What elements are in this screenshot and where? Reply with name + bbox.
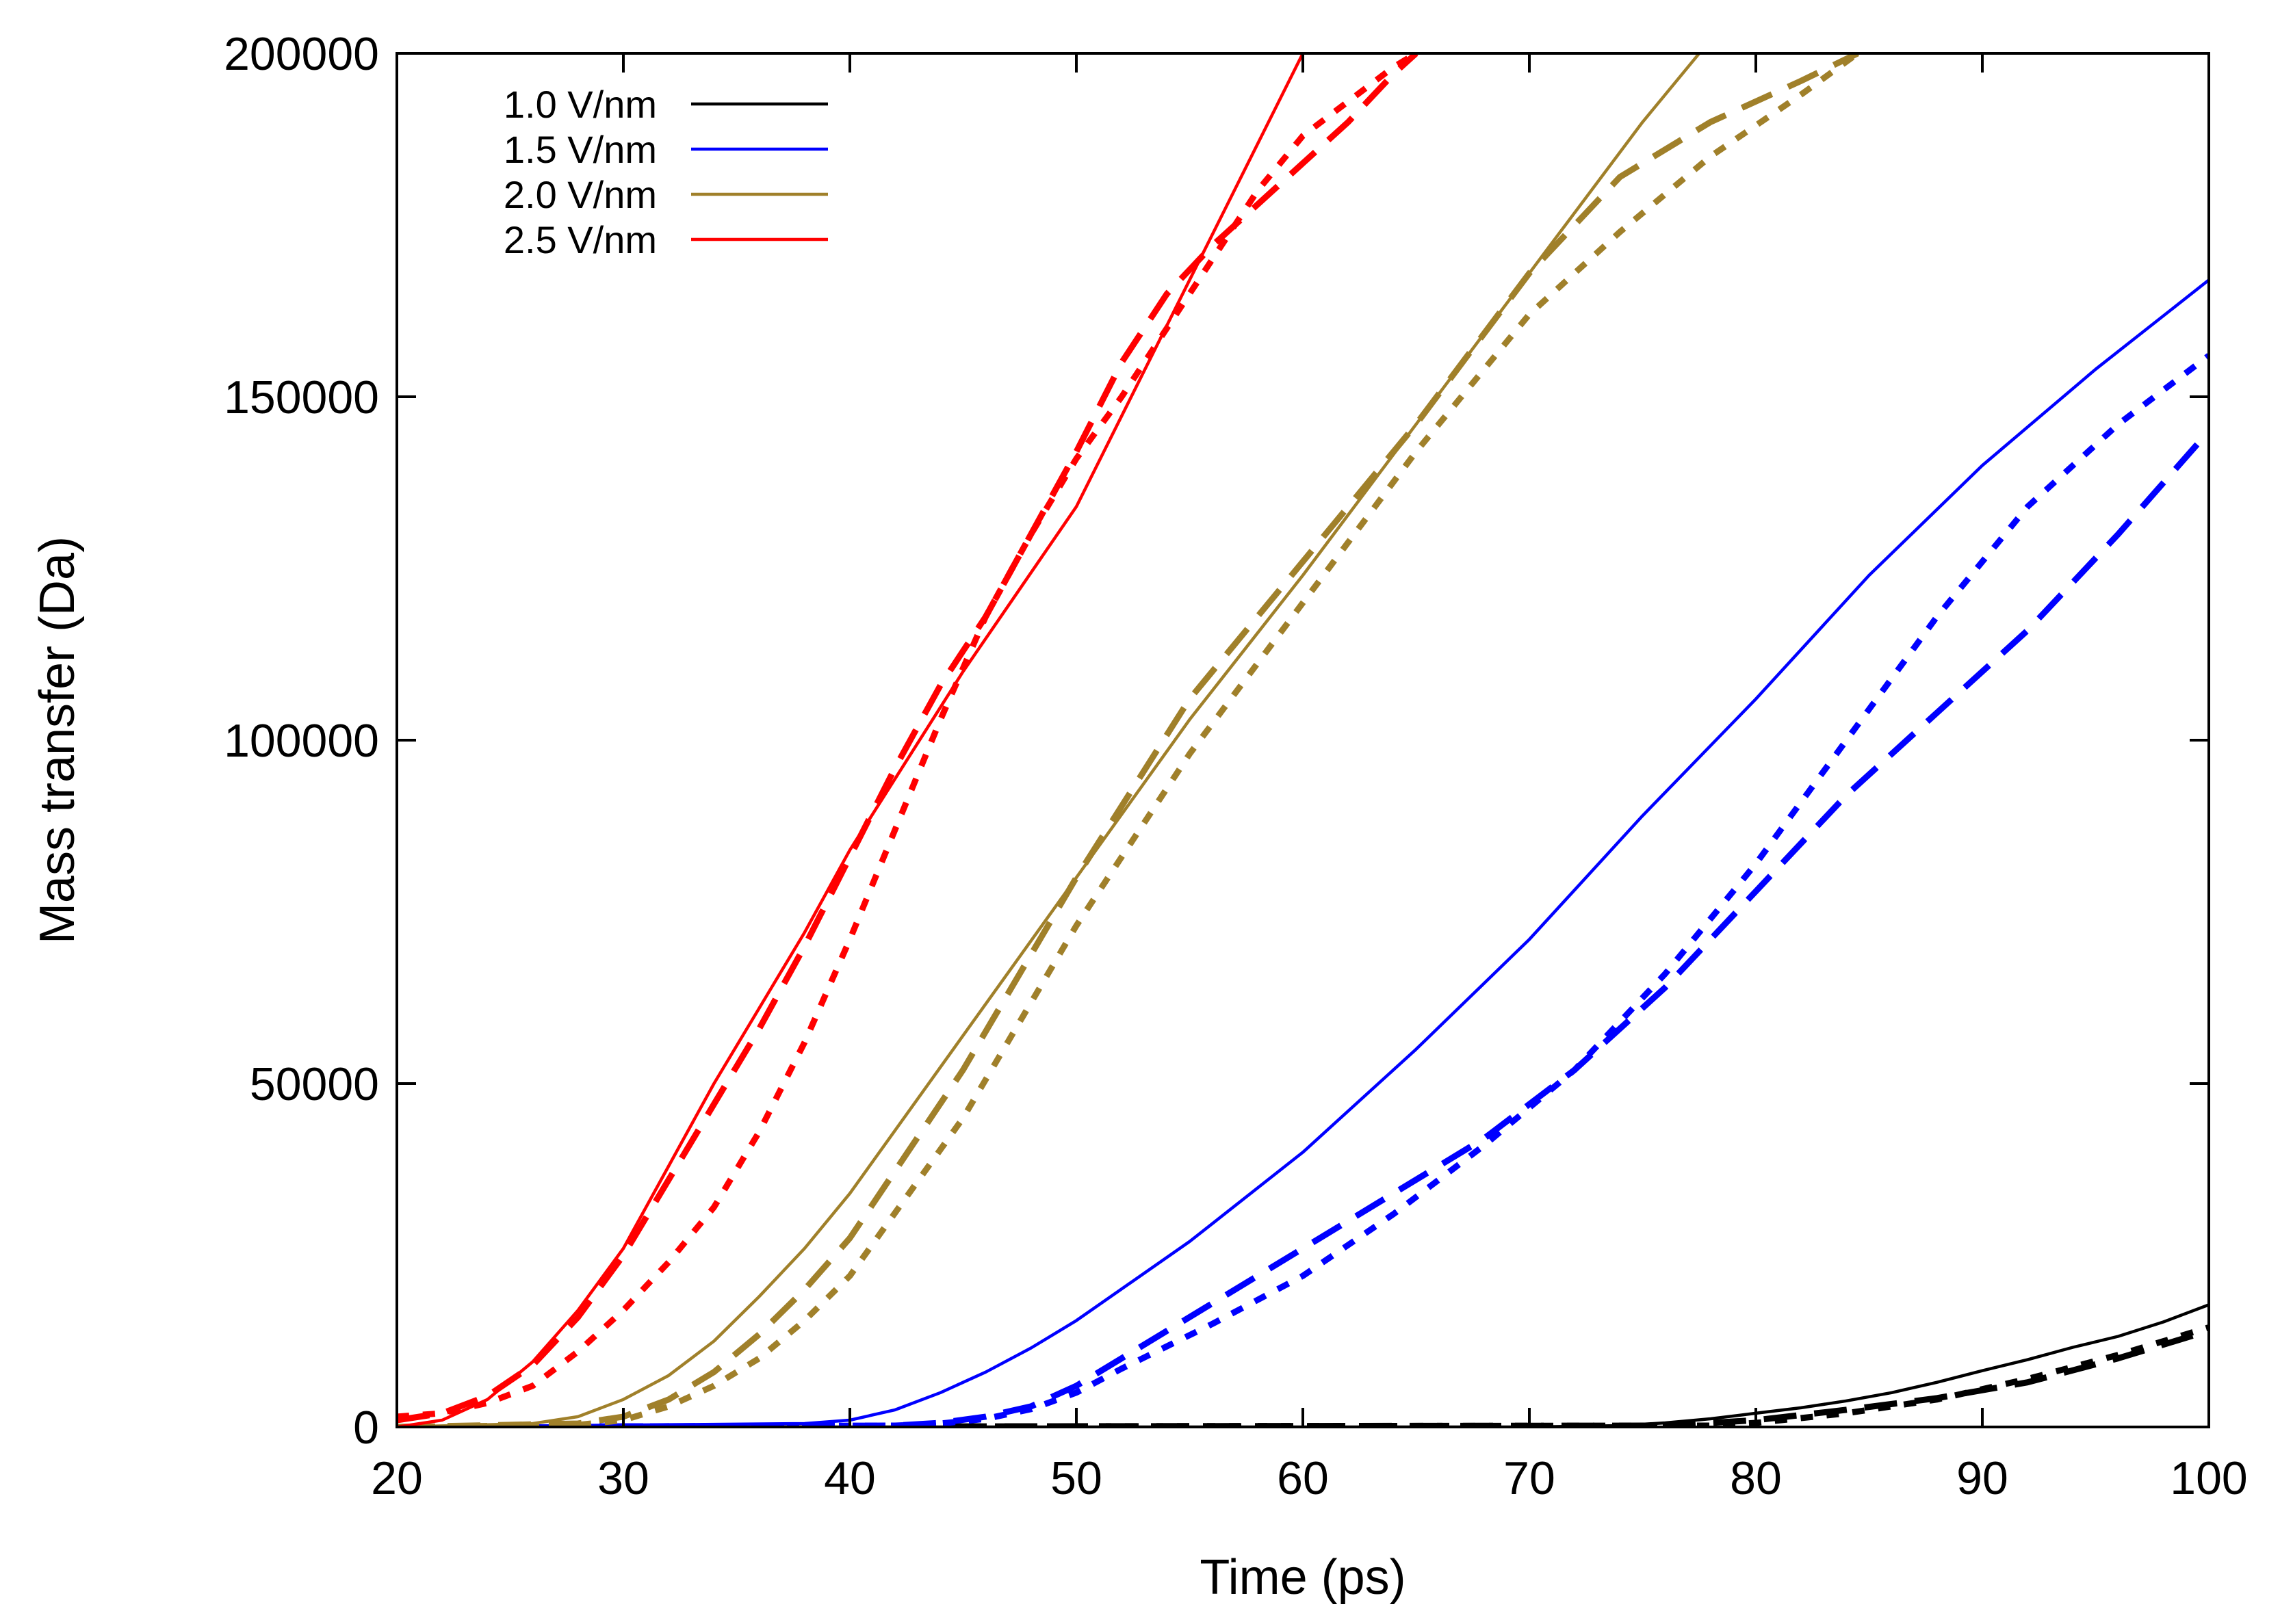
series-line-1-5-v-nm-dotted [397,353,2209,1427]
y-tick-label: 100000 [224,715,379,767]
tick-labels-layer: 20 30 40 50 60 70 80 90 100 0 50000 100000 150000 200… [224,28,2248,1504]
x-tick-label: 50 [1050,1452,1102,1504]
series-line-1-5-v-nm-solid [397,278,2209,1427]
legend-label: 2.5 V/nm [504,218,657,261]
legend-label: 2.0 V/nm [504,173,657,216]
x-tick-label: 70 [1503,1452,1555,1504]
x-tick-label: 80 [1730,1452,1782,1504]
x-tick-label: 90 [1956,1452,2008,1504]
x-tick-label: 40 [824,1452,876,1504]
series-layer [397,53,2209,1427]
y-tick-label: 150000 [224,371,379,423]
x-tick-label: 20 [371,1452,423,1504]
series-line-1-5-v-nm-dashed [397,429,2209,1427]
plot-frame [396,52,2210,1428]
series-line-2-0-v-nm-dashed [397,53,1859,1427]
series-line-2-5-v-nm-dashed [397,53,1418,1424]
ticks-layer [396,52,2210,1428]
x-tick-label: 60 [1277,1452,1329,1504]
x-axis-title: Time (ps) [1200,1550,1405,1605]
legend-label: 1.5 V/nm [504,128,657,171]
legend: 1.0 V/nm1.5 V/nm2.0 V/nm2.5 V/nm [504,83,828,261]
legend-label: 1.0 V/nm [504,83,657,126]
x-tick-label: 100 [2170,1452,2247,1504]
series-line-2-5-v-nm-dotted [397,53,1418,1420]
y-tick-label: 50000 [250,1058,379,1110]
y-tick-label: 200000 [224,28,379,80]
x-tick-label: 30 [597,1452,649,1504]
y-tick-label: 0 [353,1402,379,1454]
y-axis-title: Mass transfer (Da) [30,536,85,944]
series-line-2-0-v-nm-dotted [397,53,1860,1427]
